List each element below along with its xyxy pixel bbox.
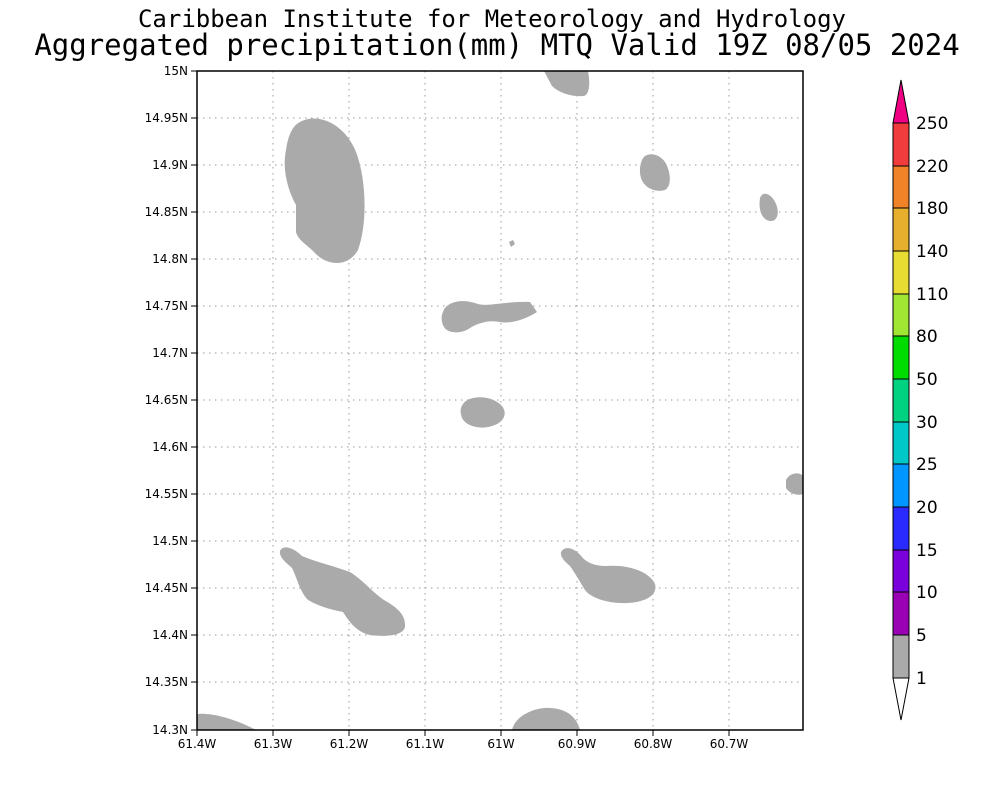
colorbar-swatch bbox=[892, 463, 910, 508]
precip-area-south-west bbox=[279, 547, 406, 636]
lat-tick-label: 14.55N bbox=[145, 487, 188, 501]
colorbar-label: 25 bbox=[916, 455, 938, 475]
colorbar-swatch bbox=[892, 250, 910, 295]
lon-tick-label: 61.3W bbox=[254, 737, 293, 751]
colorbar-label: 15 bbox=[916, 541, 938, 561]
lat-tick-label: 14.4N bbox=[152, 628, 188, 642]
lon-tick-label: 60.9W bbox=[558, 737, 597, 751]
precip-area-north-west bbox=[284, 118, 365, 263]
lat-tick-label: 14.45N bbox=[145, 581, 188, 595]
precip-area-south-center bbox=[512, 707, 580, 730]
precip-area-north-east-1 bbox=[639, 154, 670, 191]
lon-tick-label: 60.8W bbox=[634, 737, 673, 751]
colorbar: 250 220 180 140 110 80 50 30 25 20 15 10… bbox=[892, 79, 948, 721]
colorbar-over-arrow bbox=[892, 79, 910, 124]
lon-tick-label: 60.7W bbox=[710, 737, 749, 751]
colorbar-label: 180 bbox=[916, 199, 948, 219]
lat-tick-label: 14.95N bbox=[145, 111, 188, 125]
lat-tick-label: 14.9N bbox=[152, 158, 188, 172]
map-gridlines bbox=[197, 71, 803, 730]
plot-area bbox=[196, 70, 804, 731]
colorbar-swatch bbox=[892, 421, 910, 465]
lon-tick-label: 61.1W bbox=[406, 737, 445, 751]
colorbar-label: 5 bbox=[916, 626, 927, 646]
colorbar-swatch bbox=[892, 165, 910, 209]
colorbar-label: 140 bbox=[916, 242, 948, 262]
longitude-axis: 61.4W 61.3W 61.2W 61.1W 61W 60.9W 60.8W … bbox=[178, 730, 749, 751]
colorbar-swatch bbox=[892, 634, 910, 679]
colorbar-swatch bbox=[892, 549, 910, 593]
colorbar-swatch bbox=[892, 122, 910, 167]
colorbar-label: 110 bbox=[916, 285, 948, 305]
lat-tick-label: 14.35N bbox=[145, 675, 188, 689]
colorbar-swatch bbox=[892, 506, 910, 551]
precip-area-south-east bbox=[560, 548, 656, 604]
precip-area-east-edge bbox=[786, 473, 803, 495]
precipitation-areas bbox=[197, 71, 803, 730]
map-subtitle: Aggregated precipitation(mm) MTQ Valid 1… bbox=[34, 28, 959, 62]
colorbar-swatch bbox=[892, 293, 910, 337]
precip-area-speck bbox=[509, 240, 515, 247]
precip-area-north-east-2 bbox=[759, 193, 778, 222]
latitude-axis: 15N 14.95N 14.9N 14.85N 14.8N 14.75N 14.… bbox=[145, 64, 197, 737]
precip-area-center bbox=[460, 397, 505, 428]
lat-tick-label: 14.85N bbox=[145, 205, 188, 219]
colorbar-swatch bbox=[892, 207, 910, 252]
lon-tick-label: 61.2W bbox=[330, 737, 369, 751]
colorbar-label: 30 bbox=[916, 413, 938, 433]
lat-tick-label: 14.7N bbox=[152, 346, 188, 360]
lat-tick-label: 14.75N bbox=[145, 299, 188, 313]
colorbar-swatch bbox=[892, 378, 910, 423]
colorbar-label: 1 bbox=[916, 669, 927, 689]
colorbar-label: 50 bbox=[916, 370, 938, 390]
colorbar-label: 250 bbox=[916, 114, 948, 134]
lat-tick-label: 14.3N bbox=[152, 723, 188, 737]
lat-tick-label: 14.65N bbox=[145, 393, 188, 407]
lon-tick-label: 61.4W bbox=[178, 737, 217, 751]
lon-tick-label: 61W bbox=[487, 737, 514, 751]
colorbar-swatch bbox=[892, 591, 910, 636]
colorbar-swatch bbox=[892, 335, 910, 380]
colorbar-label: 220 bbox=[916, 157, 948, 177]
lat-tick-label: 14.5N bbox=[152, 534, 188, 548]
colorbar-label: 80 bbox=[916, 327, 938, 347]
lat-tick-label: 15N bbox=[164, 64, 188, 78]
colorbar-label: 10 bbox=[916, 583, 938, 603]
colorbar-under-arrow bbox=[892, 677, 910, 721]
colorbar-label: 20 bbox=[916, 498, 938, 518]
precip-area-top-center bbox=[544, 71, 590, 97]
precip-area-south-west-corner bbox=[197, 713, 256, 730]
lat-tick-label: 14.8N bbox=[152, 252, 188, 266]
map-title: Caribbean Institute for Meteorology and … bbox=[138, 5, 846, 33]
precip-area-center-band bbox=[441, 301, 537, 333]
lat-tick-label: 14.6N bbox=[152, 440, 188, 454]
